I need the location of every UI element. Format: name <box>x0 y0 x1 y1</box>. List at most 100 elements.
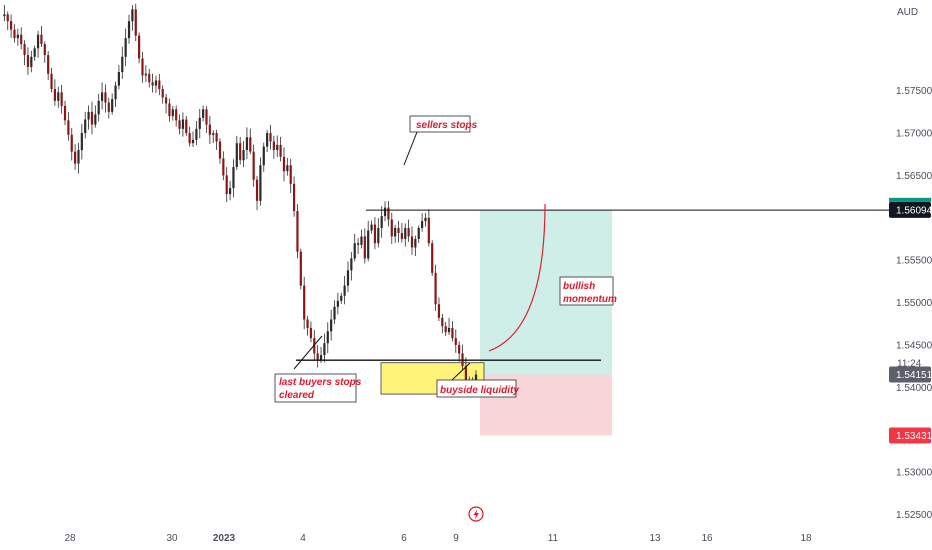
candle[interactable] <box>202 105 205 122</box>
candle[interactable] <box>434 264 437 311</box>
candle[interactable] <box>451 321 454 342</box>
candle[interactable] <box>316 344 319 368</box>
candle[interactable] <box>326 322 329 354</box>
buyside-liquidity-box[interactable] <box>436 379 517 398</box>
candle[interactable] <box>262 142 265 172</box>
candle[interactable] <box>323 333 326 363</box>
candle[interactable] <box>87 105 90 130</box>
candle[interactable] <box>127 14 131 44</box>
candle[interactable] <box>276 135 279 157</box>
candle[interactable] <box>309 321 313 343</box>
candle[interactable] <box>400 222 403 243</box>
candle[interactable] <box>90 101 94 135</box>
candle[interactable] <box>124 28 127 67</box>
candle[interactable] <box>272 135 275 159</box>
candle[interactable] <box>43 41 46 63</box>
candle[interactable] <box>394 224 397 243</box>
candle[interactable] <box>367 220 370 262</box>
candle[interactable] <box>363 228 366 264</box>
candle[interactable] <box>333 300 336 325</box>
candle[interactable] <box>161 85 164 104</box>
candle[interactable] <box>245 127 249 160</box>
candle[interactable] <box>346 261 350 293</box>
candle[interactable] <box>70 127 73 161</box>
candle[interactable] <box>249 128 252 155</box>
price-tag-dark[interactable]: 1.56094 <box>889 197 932 218</box>
candle[interactable] <box>171 105 174 121</box>
candle[interactable] <box>441 313 444 334</box>
candle[interactable] <box>232 159 235 198</box>
candle[interactable] <box>111 93 114 115</box>
candle[interactable] <box>353 233 356 262</box>
candle[interactable] <box>407 219 410 242</box>
candle[interactable] <box>387 200 390 227</box>
candle[interactable] <box>168 98 171 122</box>
candle[interactable] <box>447 317 451 335</box>
candle[interactable] <box>215 129 218 150</box>
candle[interactable] <box>343 276 346 305</box>
candle[interactable] <box>144 65 147 83</box>
candle[interactable] <box>20 27 23 50</box>
candle[interactable] <box>138 32 141 64</box>
candle[interactable] <box>431 240 434 277</box>
candle[interactable] <box>10 14 13 38</box>
candle[interactable] <box>60 84 63 114</box>
time-axis[interactable]: 28 30 2023 4 6 9 11 13 16 18 <box>64 533 812 544</box>
candle[interactable] <box>188 126 191 147</box>
candle[interactable] <box>164 94 168 114</box>
candle[interactable] <box>242 141 245 168</box>
buyers-cleared-box[interactable] <box>274 373 357 403</box>
candle[interactable] <box>151 73 154 93</box>
candle[interactable] <box>3 4 6 22</box>
candle[interactable] <box>33 45 36 61</box>
candle[interactable] <box>195 121 198 146</box>
candle[interactable] <box>131 5 134 31</box>
candle[interactable] <box>141 51 144 83</box>
sellers-stops-box[interactable] <box>409 115 471 133</box>
price-tag-red[interactable]: 1.53431 <box>889 427 932 444</box>
candle[interactable] <box>117 65 121 90</box>
candle[interactable] <box>30 50 33 73</box>
candle[interactable] <box>424 212 427 227</box>
candle[interactable] <box>383 201 387 222</box>
candle[interactable] <box>404 223 407 247</box>
candle[interactable] <box>299 248 302 290</box>
candle[interactable] <box>185 115 188 136</box>
candle[interactable] <box>269 124 272 150</box>
candle[interactable] <box>303 276 306 330</box>
candle[interactable] <box>114 81 117 108</box>
lightning-icon[interactable] <box>468 506 484 522</box>
candle[interactable] <box>148 68 151 88</box>
candle[interactable] <box>97 93 100 122</box>
candle[interactable] <box>397 220 400 243</box>
candle[interactable] <box>178 114 181 135</box>
candle[interactable] <box>454 329 457 353</box>
candle[interactable] <box>289 158 292 193</box>
candle[interactable] <box>259 157 262 206</box>
candle[interactable] <box>228 180 232 201</box>
candle[interactable] <box>437 297 441 321</box>
candle[interactable] <box>235 135 238 170</box>
candle[interactable] <box>350 252 353 281</box>
candle[interactable] <box>84 111 87 139</box>
candle[interactable] <box>158 74 161 96</box>
candle[interactable] <box>252 144 255 187</box>
candle[interactable] <box>40 25 43 48</box>
candle[interactable] <box>100 82 104 110</box>
candle[interactable] <box>107 97 110 119</box>
candle[interactable] <box>205 106 208 133</box>
candle[interactable] <box>181 112 185 137</box>
candle[interactable] <box>458 341 461 362</box>
candle[interactable] <box>222 151 225 181</box>
candle[interactable] <box>63 100 67 126</box>
candle[interactable] <box>340 292 343 304</box>
candle[interactable] <box>286 157 289 176</box>
candle[interactable] <box>255 175 259 211</box>
candle[interactable] <box>104 84 107 113</box>
candle[interactable] <box>74 144 77 170</box>
candle[interactable] <box>26 47 30 75</box>
candle[interactable] <box>373 217 377 250</box>
candle[interactable] <box>16 28 19 46</box>
candle[interactable] <box>390 212 393 245</box>
candle[interactable] <box>36 30 40 58</box>
